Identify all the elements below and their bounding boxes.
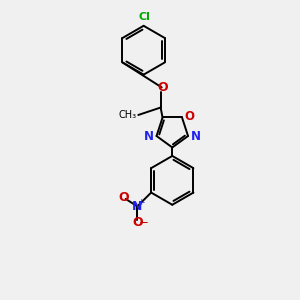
Text: N: N: [132, 200, 142, 213]
Text: −: −: [138, 216, 148, 229]
Text: N: N: [190, 130, 201, 142]
Text: O: O: [158, 81, 168, 94]
Text: O: O: [119, 191, 129, 204]
Text: N: N: [144, 130, 154, 142]
Text: Cl: Cl: [139, 12, 151, 22]
Text: CH₃: CH₃: [118, 110, 136, 120]
Text: O: O: [184, 110, 195, 123]
Text: +: +: [137, 198, 145, 207]
Text: O: O: [132, 216, 143, 229]
